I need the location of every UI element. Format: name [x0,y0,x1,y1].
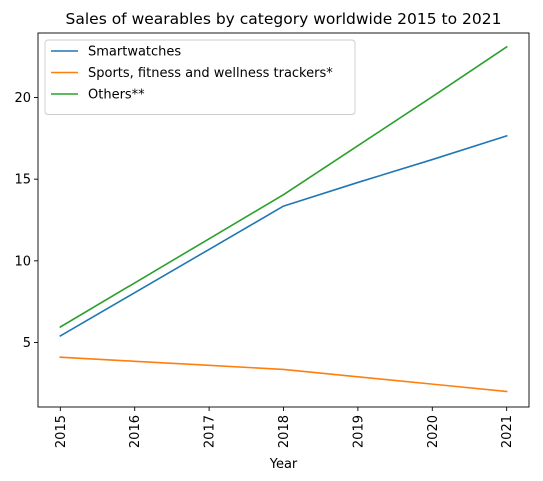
x-tick-label: 2017 [203,415,218,448]
x-axis: 2015 2016 2017 2018 2019 2020 2021 [54,407,515,448]
x-tick-label: 2018 [277,415,292,448]
x-axis-label: Year [269,457,298,472]
legend-box [44,39,356,115]
y-tick-label: 10 [14,254,31,269]
y-tick-label: 5 [23,336,31,351]
series-line [59,45,508,329]
legend: Smartwatches Sports, fitness and wellness… [44,39,356,115]
x-tick-label: 2021 [500,415,515,448]
y-axis: 5 10 15 20 [14,91,38,351]
y-tick-label: 20 [14,91,31,106]
x-tick-label: 2019 [351,415,366,448]
x-tick-label: 2020 [426,415,441,448]
legend-label: Smartwatches [88,45,181,60]
series-line [59,134,508,338]
series-layer [59,45,508,393]
x-tick-label: 2016 [128,415,143,448]
y-tick-label: 15 [14,173,31,188]
x-tick-label: 2015 [54,415,69,448]
series-line [59,356,508,393]
legend-label: Sports, fitness and wellness trackers* [88,66,333,81]
legend-label: Others** [88,88,145,103]
chart-title: Sales of wearables by category worldwide… [66,10,502,28]
